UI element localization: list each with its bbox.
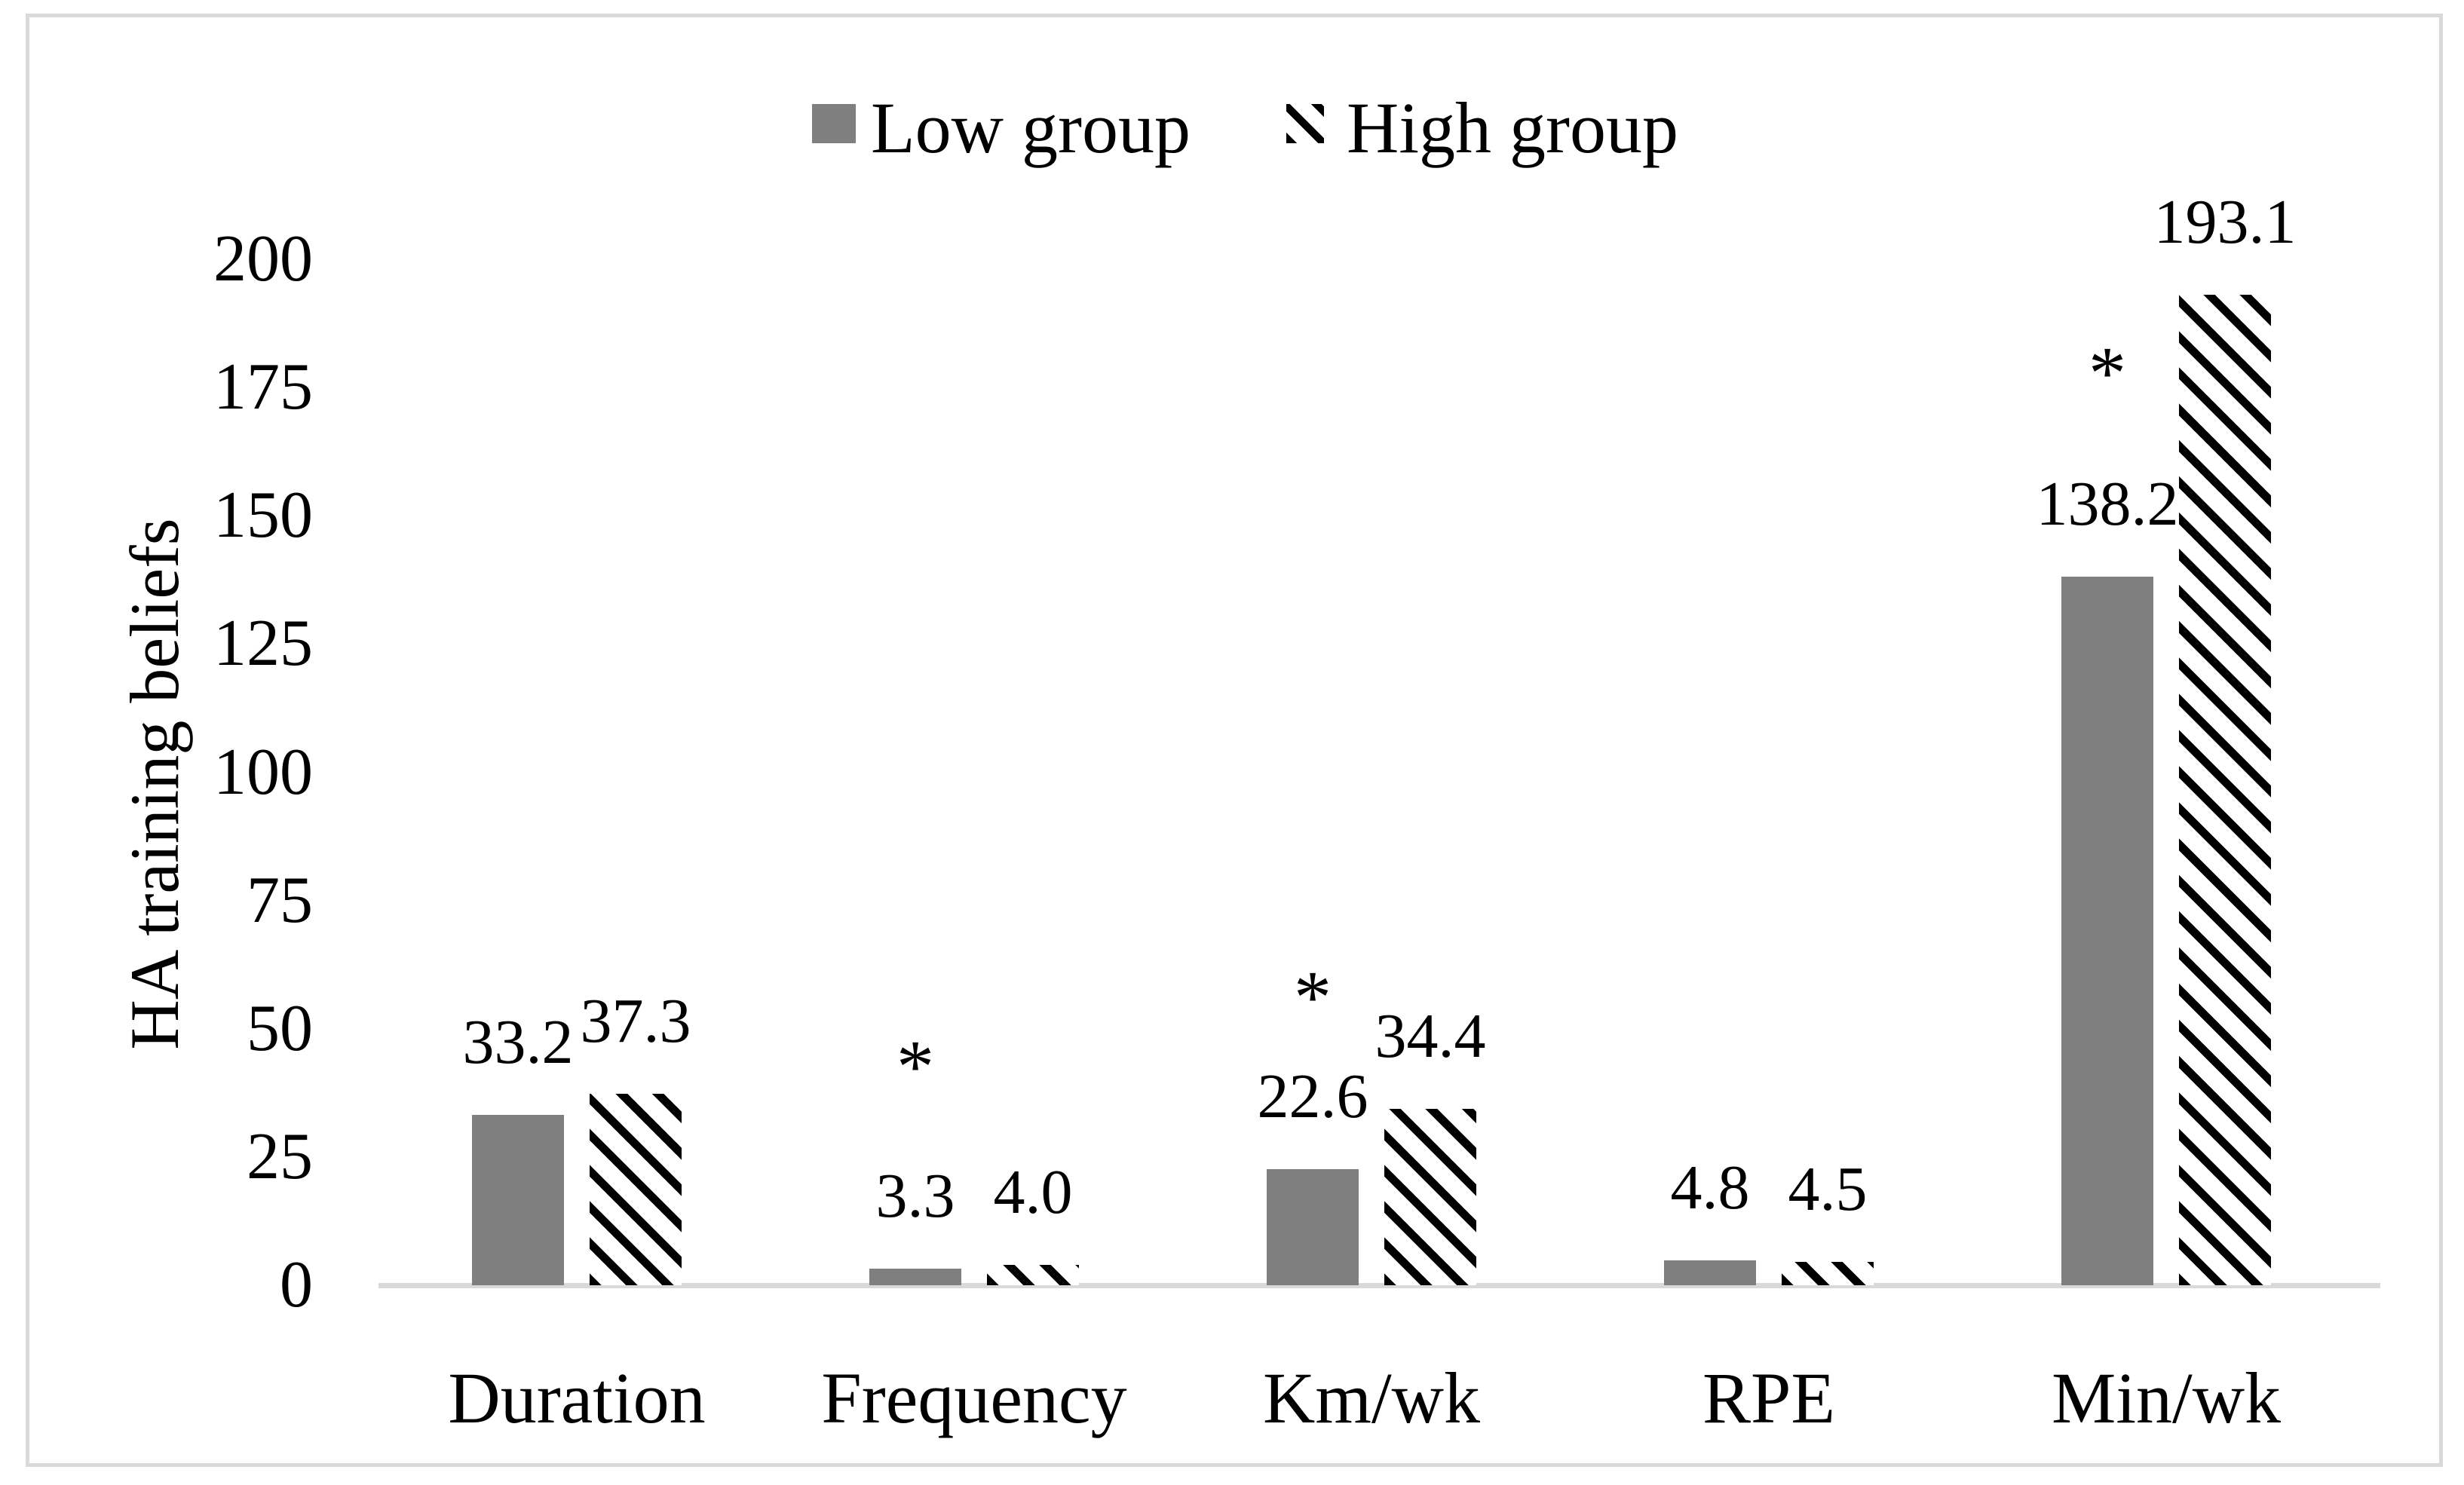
significance-asterisk-Km/wk: * <box>1294 955 1332 1039</box>
y-tick-label-150: 150 <box>213 479 313 553</box>
value-label-low-RPE: 4.8 <box>1670 1153 1750 1223</box>
category-label-Km/wk: Km/wk <box>1263 1358 1480 1438</box>
value-label-low-Frequency: 3.3 <box>875 1161 955 1231</box>
y-tick-label-0: 0 <box>280 1248 313 1321</box>
significance-asterisk-Min/wk: * <box>2089 331 2126 415</box>
y-tick-label-100: 100 <box>213 735 313 809</box>
category-label-Frequency: Frequency <box>821 1358 1127 1438</box>
bar-low-Km/wk <box>1267 1169 1359 1285</box>
bar-high-Km/wk <box>1384 1109 1476 1285</box>
y-tick-label-25: 25 <box>247 1119 313 1193</box>
bar-high-Frequency <box>987 1265 1079 1285</box>
y-tick-label-200: 200 <box>213 222 313 295</box>
legend-swatch-low-group <box>812 104 856 143</box>
value-label-high-Km/wk: 34.4 <box>1375 1001 1486 1071</box>
y-tick-label-50: 50 <box>247 991 313 1065</box>
bar-low-Min/wk <box>2061 577 2153 1285</box>
legend-swatch-high-group <box>1286 104 1324 143</box>
value-label-high-Frequency: 4.0 <box>993 1157 1073 1227</box>
bar-low-RPE <box>1664 1260 1756 1285</box>
category-label-RPE: RPE <box>1702 1358 1836 1438</box>
value-label-high-Duration: 37.3 <box>580 986 691 1056</box>
value-label-low-Km/wk: 22.6 <box>1257 1061 1368 1131</box>
y-tick-label-125: 125 <box>213 607 313 681</box>
value-label-low-Duration: 33.2 <box>462 1007 574 1077</box>
value-label-high-Min/wk: 193.1 <box>2153 187 2297 257</box>
bar-high-RPE <box>1782 1262 1874 1285</box>
legend-label-low-group: Low group <box>871 87 1191 168</box>
category-label-Min/wk: Min/wk <box>2051 1358 2282 1438</box>
bar-low-Duration <box>472 1115 564 1285</box>
bar-high-Duration <box>590 1094 682 1285</box>
y-tick-label-75: 75 <box>247 863 313 937</box>
legend-label-high-group: High group <box>1347 87 1678 168</box>
y-tick-label-175: 175 <box>213 351 313 424</box>
bar-high-Min/wk <box>2179 295 2271 1285</box>
x-axis-line <box>378 1283 2380 1288</box>
value-label-high-RPE: 4.5 <box>1788 1154 1868 1224</box>
significance-asterisk-Frequency: * <box>896 1024 934 1108</box>
figure-border <box>26 14 2443 1467</box>
bar-low-Frequency <box>869 1269 961 1285</box>
category-label-Duration: Duration <box>448 1358 706 1438</box>
value-label-low-Min/wk: 138.2 <box>2036 469 2179 539</box>
